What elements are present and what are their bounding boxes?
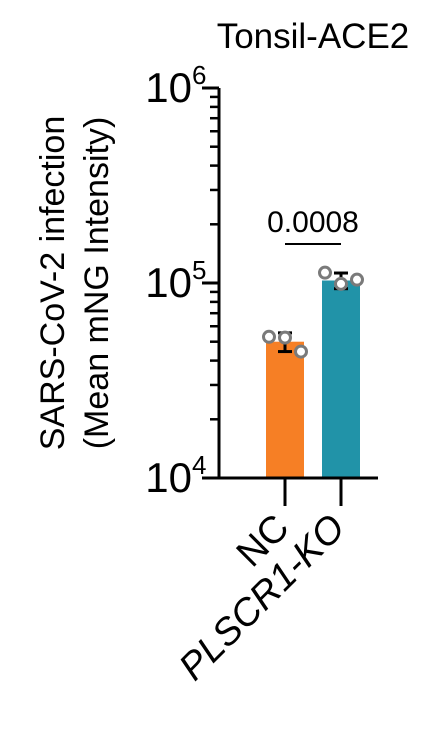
y-axis-label-line1: SARS-CoV-2 infection (34, 116, 72, 451)
data-point-1-0 (318, 265, 332, 280)
data-point-0-0 (262, 329, 276, 344)
y-axis-label: SARS-CoV-2 infection (Mean mNG Intensity… (34, 116, 116, 451)
significance-annotation: 0.0008 (267, 206, 359, 245)
points-group (262, 265, 364, 359)
bars-group (266, 280, 360, 478)
data-point-1-2 (350, 272, 364, 287)
significance-label: 0.0008 (267, 206, 359, 239)
data-point-0-1 (278, 330, 292, 345)
data-point-1-1 (334, 276, 348, 291)
y-tick-label-0: 10 (145, 454, 192, 501)
y-axis-label-line2: (Mean mNG Intensity) (78, 117, 116, 450)
y-tick-label-2: 10 (145, 64, 192, 111)
y-tick-label-1: 10 (145, 259, 192, 306)
bar-1 (322, 280, 360, 478)
data-point-0-2 (294, 344, 308, 359)
bar-0 (266, 341, 304, 478)
y-tick-exponent-1: 5 (192, 255, 206, 285)
chart-title: Tonsil-ACE2 (217, 17, 410, 56)
y-tick-exponent-2: 6 (192, 60, 206, 90)
y-tick-exponent-0: 4 (192, 450, 206, 480)
